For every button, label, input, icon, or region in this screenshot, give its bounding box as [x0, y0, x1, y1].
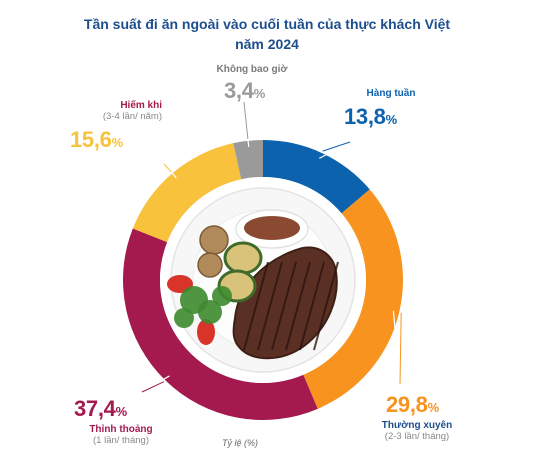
leader-line-1-inner [392, 310, 401, 385]
label-rarely-sub: (3-4 lần/ năm) [102, 111, 162, 122]
donut-slice-4 [233, 140, 263, 180]
leader-line-0 [322, 141, 351, 152]
footnote: Tỷ lệ (%) [222, 438, 258, 448]
value-weekly-unit: % [385, 112, 398, 127]
value-never: 3,4% [224, 78, 265, 104]
value-occasionally-unit: % [115, 404, 128, 419]
label-rarely-name: Hiếm khi [120, 100, 162, 111]
value-occasionally: 37,4% [74, 396, 127, 422]
label-occasionally-name: Thỉnh thoảng [89, 424, 153, 435]
value-never-unit: % [253, 86, 266, 101]
steak-grill-mark [243, 261, 269, 351]
label-occasionally-sub: (1 lần/ tháng) [93, 435, 149, 446]
value-frequently-number: 29,8 [386, 392, 428, 417]
label-weekly: Hàng tuần [356, 88, 426, 99]
zucchini [223, 241, 263, 275]
value-never-number: 3,4 [224, 78, 254, 103]
label-never-name: Không bao giờ [216, 64, 288, 75]
mushroom [199, 225, 229, 255]
label-weekly-name: Hàng tuần [366, 88, 416, 99]
value-rarely-number: 15,6 [70, 127, 112, 152]
leader-line-4 [243, 101, 249, 139]
parsley [198, 300, 222, 324]
donut-slice-0 [263, 140, 370, 214]
value-occasionally-number: 37,4 [74, 396, 116, 421]
chart-title: Tần suất đi ăn ngoài vào cuối tuần của t… [0, 14, 534, 54]
parsley [174, 308, 194, 328]
value-rarely: 15,6% [70, 127, 123, 153]
leader-line-3 [163, 163, 172, 173]
label-occasionally: Thỉnh thoảng (1 lần/ tháng) [80, 424, 162, 446]
value-frequently: 29,8% [386, 392, 439, 418]
donut-slice-3 [132, 143, 242, 243]
label-frequently-sub: (2-3 lần/ tháng) [384, 431, 450, 442]
steak-grill-mark [299, 261, 325, 351]
steak-grill-mark [285, 261, 311, 351]
donut-slice-2 [123, 228, 318, 420]
leader-line-2 [141, 381, 165, 393]
label-rarely: Hiếm khi (3-4 lần/ năm) [80, 100, 162, 122]
chart-title-line-1: Tần suất đi ăn ngoài vào cuối tuần của t… [83, 16, 451, 32]
label-frequently-name: Thường xuyên [381, 420, 453, 431]
parsley [212, 286, 232, 306]
chart-title-line-2: năm 2024 [235, 36, 299, 52]
steak-grill-mark [313, 261, 339, 351]
mushroom [197, 252, 223, 278]
sauce [244, 216, 300, 240]
tomato [197, 319, 215, 345]
value-frequently-unit: % [427, 400, 440, 415]
value-rarely-unit: % [111, 135, 124, 150]
leader-line-0-inner [319, 141, 351, 159]
label-frequently: Thường xuyên (2-3 lần/ tháng) [372, 420, 462, 442]
value-weekly: 13,8% [344, 104, 397, 130]
steak-grill-mark [271, 261, 297, 351]
value-weekly-number: 13,8 [344, 104, 386, 129]
leader-line-1 [399, 312, 402, 385]
donut-slice-1 [303, 189, 403, 409]
steak-grill-mark [257, 261, 283, 351]
